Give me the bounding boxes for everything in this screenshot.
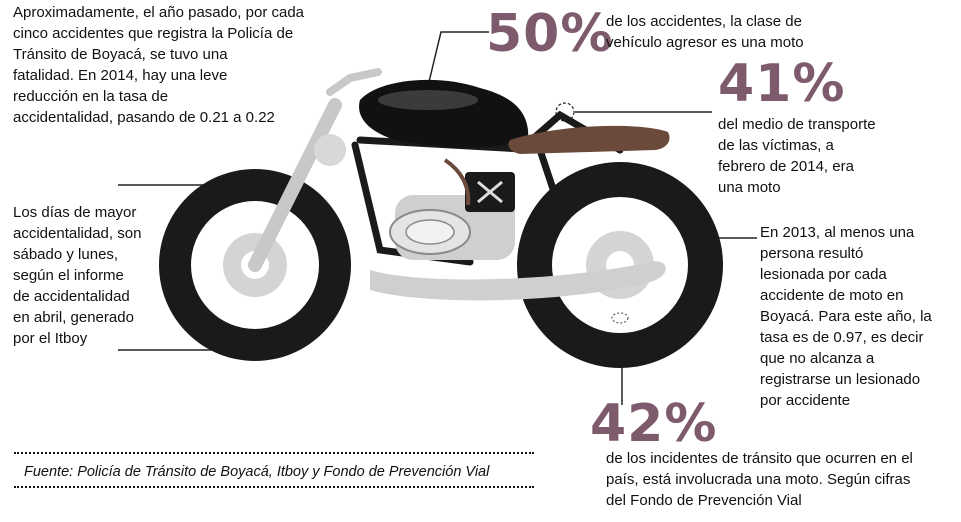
stat-50-percent: 50% xyxy=(486,4,614,64)
fuel-tank xyxy=(359,79,529,148)
stat-42-caption: de los incidentes de tránsito que ocurre… xyxy=(606,450,913,509)
text-block-left-mid: Los días de mayor accidentalidad, son sá… xyxy=(13,204,142,347)
exhaust-pipe xyxy=(370,261,666,301)
stat-50-caption: de los accidentes, la clase de vehículo … xyxy=(606,13,804,51)
source-note: Fuente: Policía de Tránsito de Boyacá, I… xyxy=(14,452,534,488)
stat-42-percent: 42% xyxy=(590,394,718,454)
text-block-top-left: Aproximadamente, el año pasado, por cada… xyxy=(13,4,305,126)
dotted-marker xyxy=(555,102,575,122)
seat xyxy=(508,125,670,154)
text-block-right-mid: En 2013, al menos una persona resultó le… xyxy=(760,224,932,409)
rear-wheel xyxy=(517,162,723,368)
headlight xyxy=(314,134,346,166)
engine xyxy=(389,158,515,260)
stat-41-caption: del medio de transporte de las víctimas,… xyxy=(718,116,876,196)
front-fork xyxy=(248,98,342,272)
stat-41-percent: 41% xyxy=(718,54,846,114)
handlebar xyxy=(326,68,382,96)
